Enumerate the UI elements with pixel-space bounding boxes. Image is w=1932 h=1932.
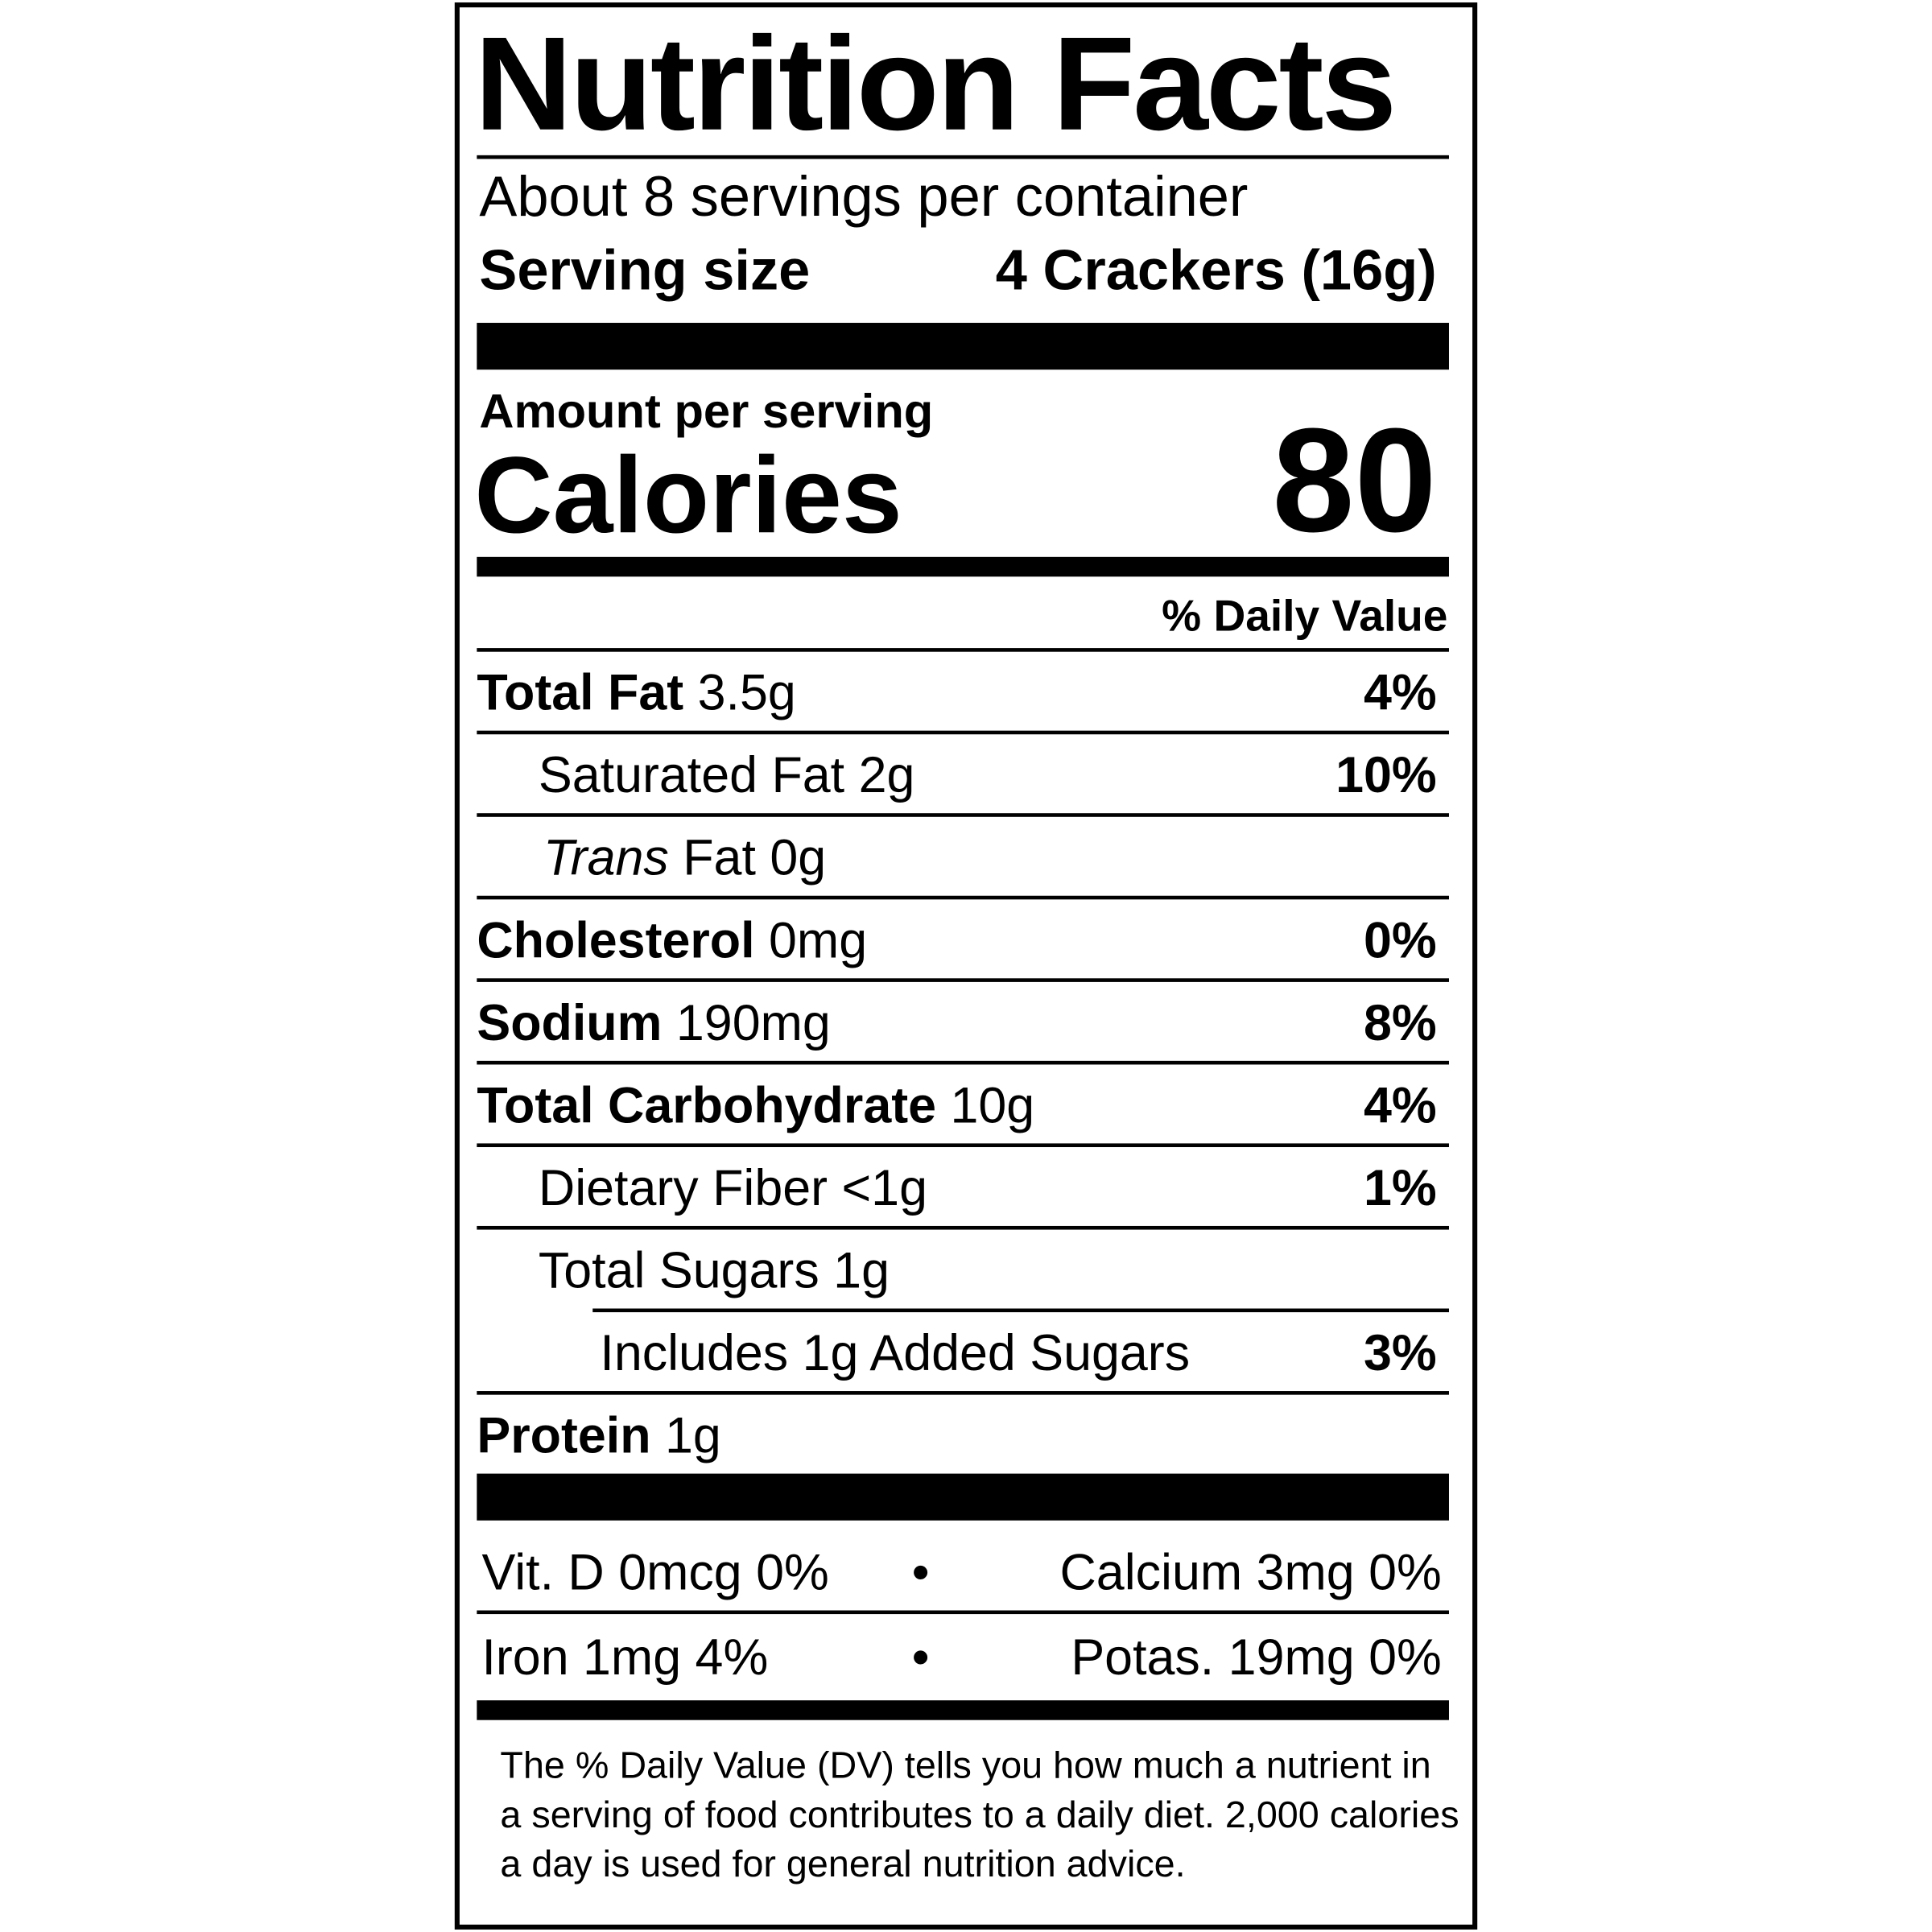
nutrient-name: Sodium xyxy=(477,994,663,1051)
footnote-line: The % Daily Value (DV) tells you how muc… xyxy=(500,1744,1431,1787)
daily-value-header: % Daily Value xyxy=(1162,590,1448,641)
bullet: • xyxy=(911,1629,930,1686)
nutrient-row-total-carbohydrate: Total Carbohydrate 10g 4% xyxy=(477,1064,1436,1146)
nutrient-name: Dietary Fiber xyxy=(538,1159,828,1216)
nutrient-row-protein: Protein 1g xyxy=(477,1395,1436,1476)
nutrient-row-added-sugars: Includes 1g Added Sugars 3% xyxy=(600,1312,1436,1393)
nutrient-name: Cholesterol xyxy=(477,911,755,969)
nutrient-dv: 4% xyxy=(1363,663,1437,721)
divider xyxy=(592,1308,1449,1313)
nutrient-amount: <1g xyxy=(841,1159,927,1216)
vitamin-d: Vit. D 0mcg 0% xyxy=(481,1543,829,1601)
footnote-line: a day is used for general nutrition advi… xyxy=(500,1843,1186,1885)
nutrient-dv: 3% xyxy=(1363,1324,1437,1381)
nutrient-row-saturated-fat: Saturated Fat 2g 10% xyxy=(539,734,1437,815)
label-title: Nutrition Facts xyxy=(474,8,1397,158)
nutrient-row-dietary-fiber: Dietary Fiber <1g 1% xyxy=(539,1147,1437,1228)
divider xyxy=(477,1143,1449,1147)
serving-size-value: 4 Crackers (16g) xyxy=(995,237,1437,302)
divider xyxy=(477,813,1449,817)
nutrient-name-italic: Trans xyxy=(543,829,669,886)
nutrient-name: Protein xyxy=(477,1406,651,1464)
nutrient-row-total-sugars: Total Sugars 1g xyxy=(539,1230,1437,1311)
divider xyxy=(477,1225,1449,1230)
nutrient-name: Total Sugars xyxy=(538,1241,819,1299)
nutrient-amount: 10g xyxy=(950,1076,1035,1134)
thick-divider xyxy=(477,323,1449,370)
nutrient-amount: 190mg xyxy=(675,994,831,1051)
divider xyxy=(477,1060,1449,1065)
divider xyxy=(477,648,1449,652)
bullet: • xyxy=(911,1543,930,1601)
footnote-line: a serving of food contributes to a daily… xyxy=(500,1794,1459,1836)
nutrient-dv: 0% xyxy=(1363,911,1437,969)
medium-divider xyxy=(477,1700,1449,1720)
nutrient-name: Fat xyxy=(683,829,756,886)
nutrient-amount: 1g xyxy=(664,1406,721,1464)
servings-per-container: About 8 servings per container xyxy=(479,163,1249,229)
divider xyxy=(477,730,1449,735)
medium-divider xyxy=(477,556,1449,577)
label-border xyxy=(454,2,1478,1930)
nutrient-row-sodium: Sodium 190mg 8% xyxy=(477,982,1436,1063)
amount-per-serving: Amount per serving xyxy=(479,386,934,439)
divider xyxy=(477,895,1449,900)
potassium: Potas. 19mg 0% xyxy=(1071,1629,1442,1686)
nutrient-amount: 3.5g xyxy=(697,663,796,721)
divider xyxy=(477,155,1449,159)
nutrient-amount: 2g xyxy=(858,746,915,803)
thick-divider xyxy=(477,1473,1449,1521)
nutrient-amount: 0g xyxy=(770,829,827,886)
nutrient-row-trans-fat: Trans Fat 0g xyxy=(543,817,1437,898)
calcium: Calcium 3mg 0% xyxy=(1059,1543,1442,1601)
divider xyxy=(477,1391,1449,1395)
nutrient-name: Includes 1g Added Sugars xyxy=(600,1324,1191,1381)
nutrient-amount: 1g xyxy=(833,1241,890,1299)
calories-label: Calories xyxy=(474,433,902,556)
divider xyxy=(477,978,1449,982)
nutrient-dv: 4% xyxy=(1363,1076,1437,1134)
serving-size-label: Serving size xyxy=(479,237,811,302)
calories-value: 80 xyxy=(1272,398,1437,564)
nutrient-name: Saturated Fat xyxy=(538,746,845,803)
divider xyxy=(477,1610,1449,1615)
nutrient-dv: 8% xyxy=(1363,994,1437,1051)
nutrient-row-total-fat: Total Fat 3.5g 4% xyxy=(477,652,1436,733)
iron: Iron 1mg 4% xyxy=(481,1629,769,1686)
nutrient-dv: 1% xyxy=(1363,1159,1437,1216)
nutrient-amount: 0mg xyxy=(769,911,868,969)
nutrient-row-cholesterol: Cholesterol 0mg 0% xyxy=(477,899,1436,980)
nutrient-name: Total Fat xyxy=(477,663,684,721)
nutrient-name: Total Carbohydrate xyxy=(477,1076,937,1134)
nutrient-dv: 10% xyxy=(1335,746,1437,803)
